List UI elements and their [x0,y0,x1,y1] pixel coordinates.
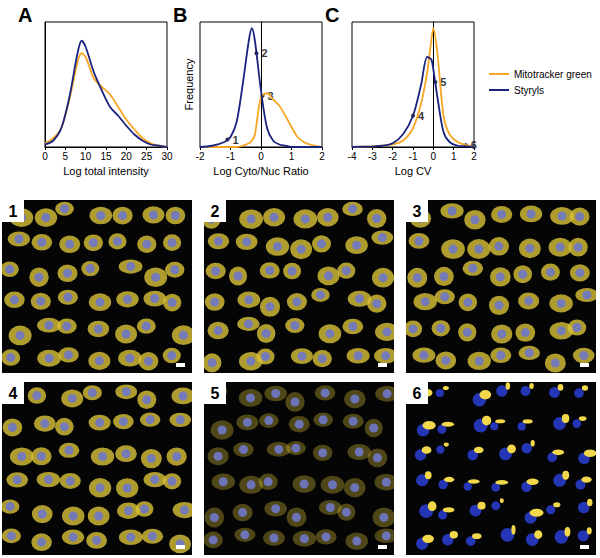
svg-text:4: 4 [9,385,18,402]
svg-text:1: 1 [9,203,18,220]
svg-text:3: 3 [267,89,274,102]
svg-text:1: 1 [232,134,238,146]
svg-text:0: 0 [431,151,437,162]
svg-text:15: 15 [100,151,112,162]
svg-text:Log total intensity: Log total intensity [63,165,149,177]
svg-text:2: 2 [261,47,267,59]
svg-text:5: 5 [63,151,69,162]
svg-text:25: 25 [141,151,153,162]
svg-text:Styryls: Styryls [514,85,544,96]
svg-text:Log CV: Log CV [395,165,432,177]
svg-text:30: 30 [161,151,173,162]
svg-text:1: 1 [451,151,457,162]
svg-text:2: 2 [319,151,325,162]
svg-text:-3: -3 [368,151,377,162]
svg-text:2: 2 [471,151,477,162]
svg-text:0: 0 [42,151,48,162]
svg-text:Log Cyto/Nuc Ratio: Log Cyto/Nuc Ratio [213,165,308,177]
svg-text:-4: -4 [348,151,357,162]
svg-text:-1: -1 [226,151,235,162]
svg-text:2: 2 [211,203,220,220]
svg-text:A: A [18,4,32,26]
svg-text:-2: -2 [388,151,397,162]
svg-text:10: 10 [80,151,92,162]
svg-text:C: C [325,4,339,26]
svg-text:B: B [173,4,187,26]
svg-text:20: 20 [121,151,133,162]
svg-text:4: 4 [418,109,425,122]
svg-text:0: 0 [258,151,264,162]
svg-text:1: 1 [289,151,295,162]
svg-text:3: 3 [413,203,422,220]
svg-text:Mitotracker green: Mitotracker green [514,69,592,80]
svg-text:-2: -2 [196,151,205,162]
svg-text:Frequency: Frequency [183,58,195,110]
svg-text:6: 6 [471,139,477,151]
svg-text:-1: -1 [409,151,418,162]
svg-text:6: 6 [413,385,422,402]
svg-text:5: 5 [440,76,446,88]
svg-text:5: 5 [211,385,220,402]
